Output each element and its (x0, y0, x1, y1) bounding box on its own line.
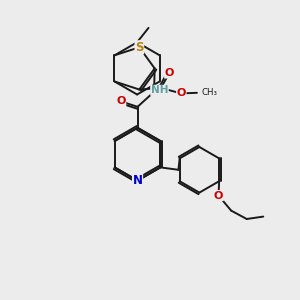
Text: N: N (133, 174, 142, 187)
Text: CH₃: CH₃ (201, 88, 218, 97)
Text: NH: NH (151, 85, 168, 95)
Text: O: O (177, 88, 186, 98)
Text: O: O (214, 190, 223, 201)
Text: O: O (116, 96, 126, 106)
Text: O: O (165, 68, 174, 78)
Text: S: S (135, 41, 144, 54)
